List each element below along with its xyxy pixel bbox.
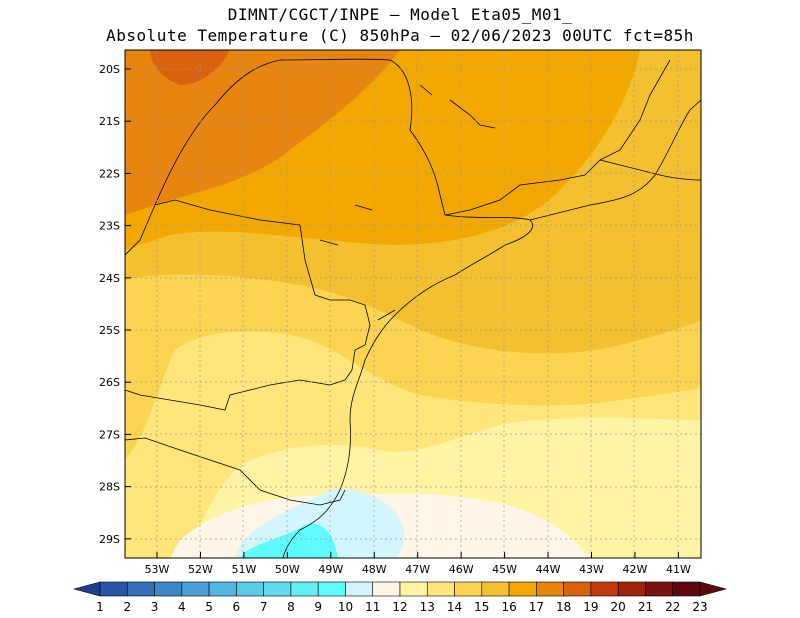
lon-tick-label: 49W [318,563,343,576]
colorbar-label: 14 [447,600,462,614]
field-9 [240,523,338,558]
lat-tick-label: 29S [99,533,120,546]
colorbar-label: 11 [365,600,380,614]
colorbar-label: 2 [123,600,131,614]
colorbar-segment [181,581,210,597]
colorbar-segment [590,581,619,597]
colorbar-label: 7 [260,600,268,614]
colorbar-segment [372,581,401,597]
colorbar-label: 1 [96,600,104,614]
colorbar-high-arrow [699,581,728,597]
colorbar-segment [263,581,292,597]
lon-tick-label: 48W [362,563,387,576]
lon-tick-label: 43W [579,563,604,576]
lon-tick-label: 46W [449,563,474,576]
coastline-south [282,214,533,558]
lat-tick-label: 22S [99,167,120,180]
colorbar-label: 6 [233,600,241,614]
colorbar-label: 21 [638,600,653,614]
map-frame [124,49,702,559]
field-18 [125,50,400,215]
colorbar-label: 3 [151,600,159,614]
colorbar-segment [290,581,319,597]
lon-tick-label: 47W [405,563,430,576]
colorbar-label: 10 [338,600,353,614]
colorbar-label: 15 [474,600,489,614]
lon-tick-label: 44W [536,563,561,576]
colorbar-segment [645,581,674,597]
colorbar-segment [426,581,455,597]
colorbar-segment [536,581,564,597]
colorbar-label: 22 [665,600,680,614]
colorbar-segment [454,581,483,597]
colorbar-low-arrow [72,581,101,597]
colorbar-label: 5 [205,600,213,614]
colorbar-label: 4 [178,600,186,614]
longitude-ticks: 53W 52W 51W 50W 49W 48W 47W 46W 45W 44W 43W 42W 41W [145,552,691,576]
lat-tick-label: 25S [99,324,120,337]
lat-tick-label: 26S [99,376,120,389]
lat-tick-label: 21S [99,115,120,128]
lon-tick-label: 41W [666,563,691,576]
lakes-and-rivers [319,84,496,321]
colorbar-segment [236,581,264,597]
title-line-2: Absolute Temperature (C) 850hPa – 02/06/… [106,26,694,45]
colorbar-segment [345,581,374,597]
lat-tick-label: 24S [99,272,120,285]
colorbar-label: 18 [556,600,571,614]
state-border-parana [125,199,371,411]
colorbar-segment [399,581,428,597]
colorbar-label: 8 [287,600,295,614]
colorbar-label: 23 [692,600,707,614]
lon-tick-label: 52W [188,563,213,576]
colorbar-label: 16 [501,600,516,614]
colorbar-segment [208,581,237,597]
colorbar-segment [672,581,701,597]
colorbar-segment [126,581,155,597]
lon-tick-label: 45W [492,563,517,576]
colorbar-label: 13 [420,600,435,614]
latitude-ticks: 20S 21S 22S 23S 24S 25S 26S 27S 28S 29S [99,63,131,546]
colorbar-label: 17 [529,600,544,614]
colorbar-label: 12 [392,600,407,614]
colorbar-segment [99,581,128,597]
field-19 [150,50,230,85]
temperature-field [125,50,701,558]
colorbar-segment [154,581,183,597]
lat-tick-label: 27S [99,428,120,441]
lat-tick-label: 28S [99,481,120,494]
colorbar-segment [481,581,510,597]
colorbar: 1 2 3 4 5 6 7 8 9 10 11 12 13 14 15 16 17 18 19 20 21 22 23 [72,581,728,614]
colorbar-label: 9 [314,600,322,614]
state-border-sc-rs [125,437,346,506]
colorbar-label: 19 [583,600,598,614]
lon-tick-label: 51W [231,563,256,576]
colorbar-segment [617,581,646,597]
colorbar-label: 20 [611,600,626,614]
lat-tick-label: 20S [99,63,120,76]
colorbar-segment [317,581,346,597]
title-line-1: DIMNT/CGCT/INPE – Model Eta05_M01_ [227,5,573,24]
colorbar-segment [563,581,592,597]
lon-tick-label: 42W [623,563,648,576]
lon-tick-label: 50W [275,563,300,576]
state-border-sp-mg [154,58,671,216]
state-border-rj-es [599,159,701,181]
graticule [125,50,701,558]
lon-tick-label: 53W [145,563,170,576]
lat-tick-label: 23S [99,220,120,233]
colorbar-segment [508,581,537,597]
